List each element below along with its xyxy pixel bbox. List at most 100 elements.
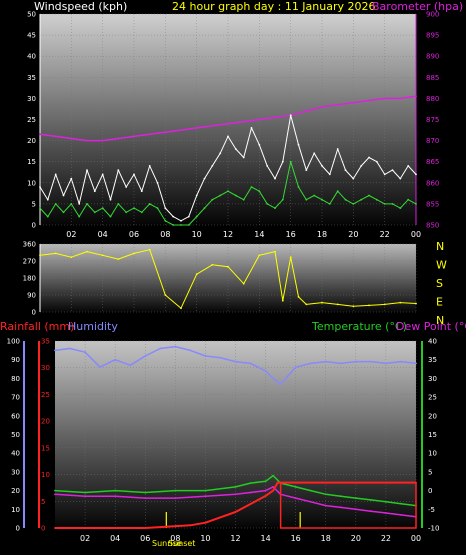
wind-gust-point	[125, 186, 127, 188]
wind-xtick-label: 02	[66, 230, 76, 239]
wind-direction-point	[274, 251, 276, 253]
wind-direction-point	[180, 307, 182, 309]
barometer-point	[70, 138, 72, 140]
compass-label: S	[436, 277, 443, 290]
temp-xtick-label: 16	[291, 534, 301, 543]
temperature-point	[400, 503, 402, 505]
rainfall-point	[250, 503, 252, 505]
sunset-label: Sunset	[168, 539, 195, 548]
barometer-point	[102, 140, 104, 142]
wind-average-point	[117, 203, 119, 205]
wind-gust-point	[70, 178, 72, 180]
humidity-ytick-label: 100	[7, 338, 20, 346]
temperature-label: Temperature (°C)	[311, 320, 407, 333]
humidity-ytick-label: 0	[16, 525, 20, 533]
wind-xtick-label: 12	[223, 230, 233, 239]
temperature-point	[250, 482, 252, 484]
wind-average-point	[102, 207, 104, 209]
rain-ytick-label: 10	[41, 471, 50, 479]
wind-gust-point	[188, 216, 190, 218]
humidity-point	[144, 355, 146, 357]
temp-xtick-label: 14	[260, 534, 270, 543]
wind-gust-point	[219, 152, 221, 154]
wind-direction-point	[321, 302, 323, 304]
wind-average-point	[219, 195, 221, 197]
temperature-point	[385, 501, 387, 503]
direction-ytick-label: 0	[32, 309, 36, 317]
wind-average-point	[196, 216, 198, 218]
wind-gust-point	[86, 169, 88, 171]
wind-direction-point	[399, 302, 401, 304]
wind-direction-point	[196, 273, 198, 275]
baro-ytick-label: 885	[426, 74, 439, 82]
temperature-point	[84, 492, 86, 494]
wind-direction-point	[70, 256, 72, 258]
wind-gust-point	[407, 165, 409, 167]
dewpoint-point	[174, 497, 176, 499]
barometer-point	[399, 98, 401, 100]
wind-direction-point	[211, 264, 213, 266]
humidity-label: Humidity	[68, 320, 118, 333]
temperature-point	[325, 493, 327, 495]
wind-average-point	[78, 216, 80, 218]
wind-average-point	[321, 199, 323, 201]
compass-label: E	[436, 296, 443, 309]
temp-ytick-label: 35	[428, 356, 437, 364]
wind-average-point	[235, 195, 237, 197]
compass-label: W	[436, 259, 447, 272]
temp-ytick-label: 30	[428, 375, 437, 383]
temperature-point	[370, 499, 372, 501]
wind-average-point	[360, 199, 362, 201]
wind-average-point	[180, 224, 182, 226]
temp-xtick-label: 10	[200, 534, 210, 543]
temp-xtick-label: 18	[321, 534, 331, 543]
barometer-point	[415, 95, 417, 97]
wind-average-point	[305, 199, 307, 201]
wind-average-point	[149, 203, 151, 205]
compass-label: N	[436, 240, 444, 253]
wind-xtick-label: 14	[254, 230, 264, 239]
wind-direction-point	[117, 258, 119, 260]
barometer-point	[258, 119, 260, 121]
wind-gust-point	[172, 216, 174, 218]
wind-ytick-label: 15	[27, 158, 36, 166]
barometer-point	[133, 136, 135, 138]
rainfall-point	[277, 482, 279, 484]
wind-average-point	[86, 203, 88, 205]
humidity-point	[190, 350, 192, 352]
wind-gust-point	[204, 178, 206, 180]
humidity-point	[325, 361, 327, 363]
baro-ytick-label: 865	[426, 158, 439, 166]
wind-average-point	[290, 161, 292, 163]
humidity-ytick-label: 40	[11, 450, 20, 458]
humidity-point	[54, 350, 56, 352]
baro-ytick-label: 900	[426, 11, 439, 19]
humidity-point	[235, 361, 237, 363]
rainfall-point	[265, 495, 267, 497]
wind-average-point	[266, 203, 268, 205]
barometer-point	[39, 133, 41, 135]
wind-ytick-label: 0	[32, 222, 36, 230]
wind-xtick-label: 16	[286, 230, 296, 239]
temp-xtick-label: 06	[140, 534, 150, 543]
dewpoint-point	[250, 492, 252, 494]
wind-xtick-label: 06	[129, 230, 139, 239]
wind-gust-point	[384, 174, 386, 176]
dewpoint-point	[310, 501, 312, 503]
wind-gust-point	[298, 144, 300, 146]
dewpoint-point	[235, 493, 237, 495]
wind-gust-point	[251, 127, 253, 129]
wind-gust-point	[329, 174, 331, 176]
wind-gust-point	[415, 174, 417, 176]
wind-average-point	[392, 203, 394, 205]
temperature-point	[265, 480, 267, 482]
temp-ytick-label: 15	[428, 431, 437, 439]
wind-gust-point	[149, 165, 151, 167]
direction-ytick-label: 360	[23, 241, 36, 249]
wind-direction-point	[102, 254, 104, 256]
wind-gust-point	[180, 220, 182, 222]
humidity-point	[340, 363, 342, 365]
temperature-point	[310, 490, 312, 492]
humidity-point	[69, 348, 71, 350]
wind-ytick-label: 35	[27, 74, 36, 82]
